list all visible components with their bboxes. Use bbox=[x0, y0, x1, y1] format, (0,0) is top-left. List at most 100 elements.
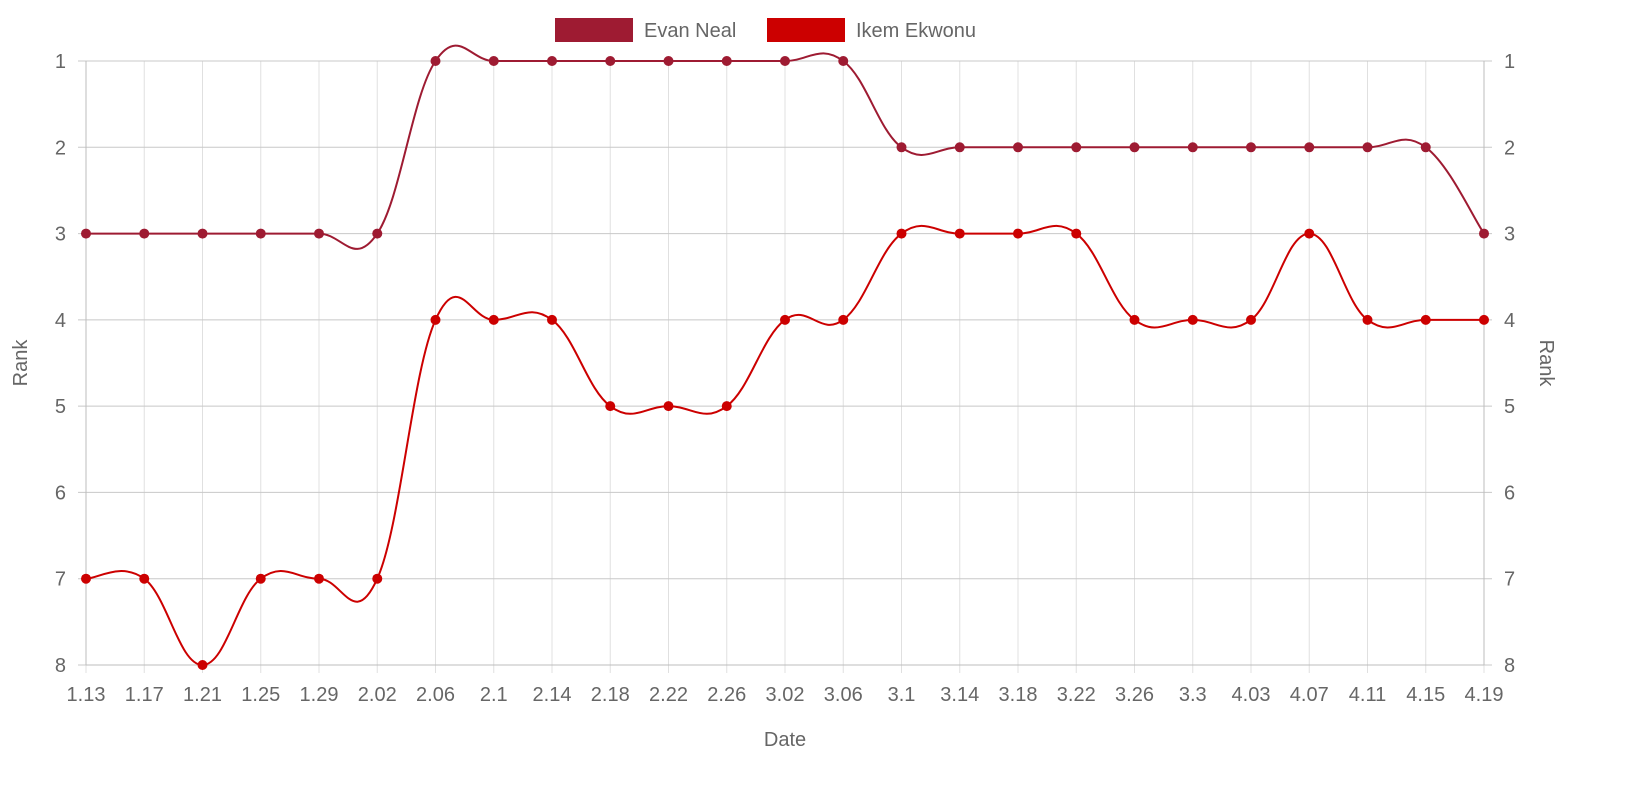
x-tick-label: 1.13 bbox=[67, 684, 106, 706]
x-axis-title: Date bbox=[764, 729, 806, 751]
legend-swatch bbox=[767, 18, 845, 42]
data-point[interactable] bbox=[1187, 142, 1198, 153]
y-tick-label-right: 8 bbox=[1504, 655, 1515, 677]
data-point[interactable] bbox=[954, 142, 965, 153]
y-tick-label-right: 7 bbox=[1504, 569, 1515, 591]
x-tick-label: 3.3 bbox=[1179, 684, 1207, 706]
series-lines bbox=[81, 44, 1489, 670]
data-point[interactable] bbox=[488, 56, 499, 66]
data-point[interactable] bbox=[1420, 314, 1431, 325]
data-point[interactable] bbox=[1420, 142, 1431, 153]
series-evan-neal bbox=[81, 44, 1489, 250]
x-tick-label: 4.07 bbox=[1290, 684, 1329, 706]
data-point[interactable] bbox=[81, 228, 91, 239]
x-tick-label: 3.06 bbox=[824, 684, 863, 706]
data-point[interactable] bbox=[430, 314, 441, 325]
y-tick-label-left: 1 bbox=[55, 51, 66, 73]
data-point[interactable] bbox=[1013, 142, 1023, 153]
legend-swatch bbox=[555, 18, 633, 42]
x-tick-label: 2.14 bbox=[533, 684, 572, 706]
legend-label: Ikem Ekwonu bbox=[856, 20, 976, 42]
data-point[interactable] bbox=[1304, 142, 1315, 153]
data-point[interactable] bbox=[430, 56, 441, 66]
data-point[interactable] bbox=[954, 228, 965, 239]
data-point[interactable] bbox=[838, 314, 849, 325]
data-point[interactable] bbox=[605, 56, 616, 66]
grid-lines bbox=[78, 60, 1492, 673]
data-point[interactable] bbox=[1129, 314, 1140, 325]
data-point[interactable] bbox=[1129, 142, 1140, 153]
data-point[interactable] bbox=[1013, 228, 1023, 239]
data-point[interactable] bbox=[896, 228, 907, 239]
y-tick-label-right: 6 bbox=[1504, 482, 1515, 504]
data-point[interactable] bbox=[1479, 314, 1489, 325]
y-tick-label-left: 8 bbox=[55, 655, 66, 677]
data-point[interactable] bbox=[314, 228, 324, 239]
x-tick-label: 3.1 bbox=[888, 684, 916, 706]
data-point[interactable] bbox=[838, 56, 849, 66]
data-point[interactable] bbox=[197, 228, 208, 239]
x-tick-label: 1.17 bbox=[125, 684, 164, 706]
data-point[interactable] bbox=[1246, 142, 1256, 153]
data-point[interactable] bbox=[197, 660, 208, 670]
y-tick-label-left: 2 bbox=[55, 137, 66, 159]
x-tick-label: 4.19 bbox=[1465, 684, 1504, 706]
y-tick-label-left: 5 bbox=[55, 396, 66, 418]
x-tick-label: 2.02 bbox=[358, 684, 397, 706]
data-point[interactable] bbox=[547, 56, 557, 66]
data-point[interactable] bbox=[663, 401, 674, 412]
data-point[interactable] bbox=[139, 573, 150, 584]
legend-label: Evan Neal bbox=[644, 20, 736, 42]
data-point[interactable] bbox=[255, 573, 266, 584]
legend[interactable]: Evan Neal Ikem Ekwonu bbox=[555, 18, 976, 42]
y-tick-label-left: 6 bbox=[55, 482, 66, 504]
legend-item[interactable]: Ikem Ekwonu bbox=[767, 18, 976, 42]
x-tick-label: 3.02 bbox=[766, 684, 805, 706]
x-tick-label: 4.15 bbox=[1406, 684, 1445, 706]
data-point[interactable] bbox=[1304, 228, 1315, 239]
data-point[interactable] bbox=[1187, 314, 1198, 325]
x-tick-label: 3.22 bbox=[1057, 684, 1096, 706]
data-point[interactable] bbox=[896, 142, 907, 153]
data-point[interactable] bbox=[81, 573, 91, 584]
data-point[interactable] bbox=[605, 401, 616, 412]
data-point[interactable] bbox=[372, 228, 383, 239]
y-tick-label-right: 3 bbox=[1504, 224, 1515, 246]
data-point[interactable] bbox=[488, 314, 499, 325]
x-tick-label: 1.21 bbox=[183, 684, 222, 706]
data-point[interactable] bbox=[663, 56, 674, 66]
data-point[interactable] bbox=[139, 228, 150, 239]
y-axis-title-left: Rank bbox=[10, 339, 32, 387]
axes: 1 12 23 34 45 56 67 78 81.13 1.17 1.21 1.25 1.29 2.02… bbox=[55, 51, 1515, 706]
x-tick-label: 3.18 bbox=[999, 684, 1038, 706]
y-tick-label-right: 4 bbox=[1504, 310, 1515, 332]
data-point[interactable] bbox=[1362, 142, 1373, 153]
x-tick-label: 4.11 bbox=[1349, 684, 1386, 706]
data-point[interactable] bbox=[780, 56, 790, 66]
data-point[interactable] bbox=[1071, 142, 1082, 153]
series-ikem-ekwonu bbox=[81, 224, 1489, 670]
data-point[interactable] bbox=[1246, 314, 1256, 325]
data-point[interactable] bbox=[255, 228, 266, 239]
data-point[interactable] bbox=[372, 573, 383, 584]
x-tick-label: 2.06 bbox=[416, 684, 455, 706]
data-point[interactable] bbox=[314, 573, 324, 584]
legend-item[interactable]: Evan Neal bbox=[555, 18, 736, 42]
data-point[interactable] bbox=[721, 56, 732, 66]
data-point[interactable] bbox=[1479, 228, 1489, 239]
data-point[interactable] bbox=[1362, 314, 1373, 325]
y-axis-title-right: Rank bbox=[1535, 340, 1557, 388]
data-point[interactable] bbox=[1071, 228, 1082, 239]
data-point[interactable] bbox=[780, 314, 790, 325]
x-tick-label: 3.14 bbox=[940, 684, 979, 706]
x-tick-label: 3.26 bbox=[1115, 684, 1154, 706]
data-point[interactable] bbox=[721, 401, 732, 412]
x-tick-label: 1.29 bbox=[300, 684, 339, 706]
y-tick-label-left: 3 bbox=[55, 224, 66, 246]
x-tick-label: 2.22 bbox=[649, 684, 688, 706]
x-tick-label: 2.26 bbox=[707, 684, 746, 706]
data-point[interactable] bbox=[547, 314, 557, 325]
y-tick-label-right: 2 bbox=[1504, 137, 1515, 159]
